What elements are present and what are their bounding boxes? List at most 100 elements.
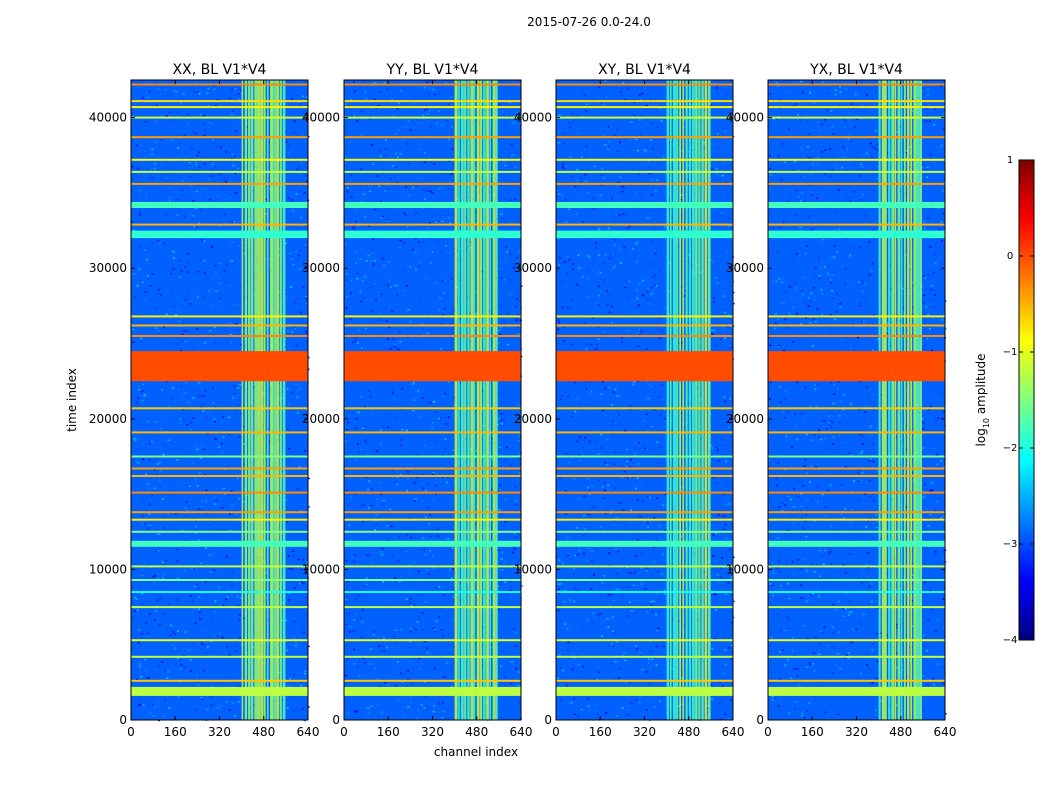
heatmap-cell <box>389 178 392 180</box>
heatmap-cell <box>514 503 517 506</box>
heatmap-cell <box>286 388 289 390</box>
heatmap-cell <box>167 512 169 515</box>
heatmap-cell <box>459 114 462 117</box>
heatmap-cell <box>294 644 297 647</box>
heatmap-cell <box>449 547 451 550</box>
heatmap-cell <box>615 715 618 717</box>
heatmap-cell <box>923 301 925 304</box>
heatmap-cell <box>581 628 584 631</box>
flagged-time-line <box>556 606 733 609</box>
heatmap-cell <box>385 320 388 322</box>
heatmap-cell <box>268 424 271 427</box>
heatmap-cell <box>576 168 579 171</box>
flagged-time-line <box>344 655 521 658</box>
heatmap-cell <box>426 108 429 110</box>
heatmap-cell <box>516 111 519 113</box>
heatmap-cell <box>661 330 664 333</box>
heatmap-cell <box>439 347 442 349</box>
heatmap-cell <box>211 621 214 624</box>
heatmap-cell <box>154 421 157 423</box>
heatmap-cell <box>355 642 358 644</box>
heatmap-cell <box>300 387 302 390</box>
heatmap-cell <box>717 581 720 584</box>
heatmap-cell <box>344 532 347 535</box>
heatmap-cell <box>399 239 402 242</box>
heatmap-cell <box>450 126 453 128</box>
heatmap-cell <box>167 671 170 673</box>
heatmap-cell <box>196 485 199 487</box>
heatmap-cell <box>384 154 387 157</box>
heatmap-cell <box>671 277 674 280</box>
heatmap-cell <box>229 180 232 183</box>
flagged-time-line <box>344 467 521 470</box>
heatmap-cell <box>557 238 560 240</box>
heatmap-cell <box>307 645 310 648</box>
heatmap-cell <box>449 96 452 99</box>
heatmap-cell <box>614 239 617 241</box>
heatmap-cell <box>407 300 410 302</box>
flagged-time-line <box>344 158 521 161</box>
heatmap-cell <box>655 614 658 616</box>
heatmap-cell <box>157 577 160 579</box>
heatmap-cell <box>198 472 201 474</box>
heatmap-cell <box>203 403 206 406</box>
heatmap-cell <box>421 323 424 325</box>
heatmap-cell <box>890 269 892 271</box>
heatmap-cell <box>210 696 213 698</box>
heatmap-cell <box>406 429 408 432</box>
heatmap-cell <box>178 388 181 391</box>
heatmap-cell <box>778 506 780 508</box>
heatmap-cell <box>232 164 235 167</box>
heatmap-cell <box>305 295 308 298</box>
heatmap-cell <box>178 681 181 683</box>
heatmap-cell <box>499 602 502 604</box>
heatmap-cell <box>706 287 709 289</box>
heatmap-cell <box>219 146 222 149</box>
heatmap-cell <box>858 433 861 436</box>
heatmap-cell <box>146 635 148 638</box>
heatmap-cell <box>157 550 160 552</box>
heatmap-cell <box>177 630 179 633</box>
heatmap-cell <box>404 214 407 216</box>
heatmap-cell <box>612 239 615 241</box>
heatmap-cell <box>239 637 242 640</box>
x-tick-label: 160 <box>377 725 400 739</box>
heatmap-cell <box>281 601 284 604</box>
heatmap-cell <box>411 423 414 426</box>
heatmap-cell <box>660 120 663 122</box>
heatmap-cell <box>651 290 654 293</box>
heatmap-cell <box>690 264 693 266</box>
heatmap-cell <box>654 189 657 192</box>
heatmap-cell <box>809 663 811 666</box>
heatmap-cell <box>391 470 394 472</box>
heatmap-cell <box>659 537 662 539</box>
heatmap-cell <box>587 619 590 621</box>
heatmap-cell <box>659 311 662 314</box>
heatmap-cell <box>817 257 820 259</box>
heatmap-cell <box>193 444 196 447</box>
heatmap-cell <box>784 529 787 531</box>
heatmap-cell <box>611 197 614 200</box>
heatmap-cell <box>301 225 304 228</box>
heatmap-cell <box>285 499 288 501</box>
heatmap-cell <box>718 238 721 240</box>
heatmap-cell <box>354 90 356 92</box>
heatmap-cell <box>198 596 201 598</box>
heatmap-cell <box>399 341 402 343</box>
heatmap-cell <box>145 331 148 333</box>
heatmap-cell <box>598 671 601 673</box>
heatmap-cell <box>163 527 166 529</box>
heatmap-cell <box>422 645 425 647</box>
heatmap-cell <box>577 663 580 666</box>
heatmap-cell <box>288 592 290 594</box>
heatmap-cell <box>350 196 353 198</box>
heatmap-cell <box>942 527 945 529</box>
heatmap-cell <box>511 97 513 100</box>
heatmap-cell <box>176 560 179 562</box>
heatmap-cell <box>611 616 614 618</box>
heatmap-cell <box>490 437 493 440</box>
heatmap-cell <box>380 493 383 496</box>
heatmap-cell <box>422 516 425 518</box>
heatmap-cell <box>628 601 631 604</box>
heatmap-cell <box>444 447 447 450</box>
